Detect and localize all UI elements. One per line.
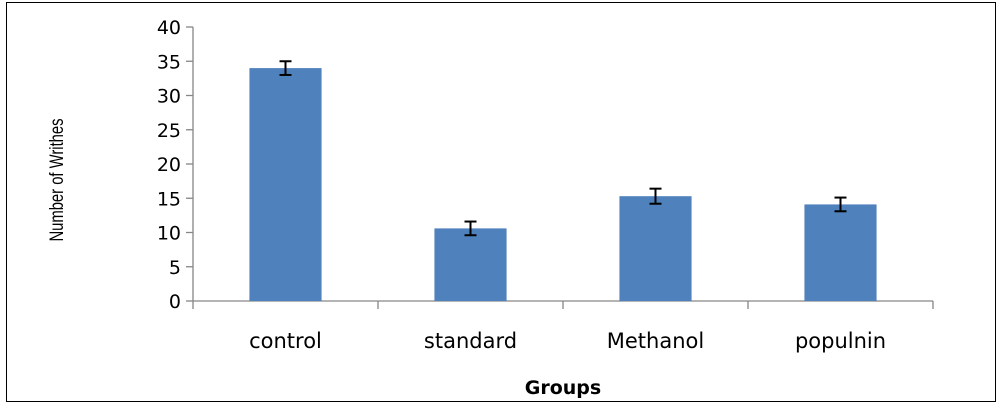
error-bars bbox=[279, 60, 847, 237]
y-tick-label: 15 bbox=[157, 188, 181, 210]
category-label-control: control bbox=[249, 329, 322, 353]
y-tick-label: 35 bbox=[157, 51, 181, 73]
y-tick-label: 30 bbox=[157, 86, 181, 108]
bar-methanol bbox=[619, 196, 692, 301]
bar-standard bbox=[434, 228, 507, 301]
bars bbox=[249, 68, 877, 301]
x-axis bbox=[192, 300, 934, 309]
y-axis-title: Number of Writhes bbox=[46, 118, 67, 241]
category-label-methanol: Methanol bbox=[607, 329, 704, 353]
bar-populnin bbox=[804, 204, 877, 301]
chart-frame bbox=[6, 2, 996, 402]
y-axis: 0 5 10 15 20 25 30 35 40 bbox=[157, 17, 194, 313]
y-tick-label: 25 bbox=[157, 120, 181, 142]
y-tick-label: 40 bbox=[157, 17, 181, 39]
category-label-populnin: populnin bbox=[795, 329, 886, 353]
category-labels: control standard Methanol populnin bbox=[249, 329, 886, 353]
bar-control bbox=[249, 68, 322, 301]
y-tick-label: 0 bbox=[169, 291, 181, 313]
y-tick-label: 5 bbox=[169, 257, 181, 279]
y-tick-label: 20 bbox=[157, 154, 181, 176]
y-tick-label: 10 bbox=[157, 223, 181, 245]
category-label-standard: standard bbox=[424, 329, 517, 353]
x-axis-title: Groups bbox=[525, 377, 601, 399]
